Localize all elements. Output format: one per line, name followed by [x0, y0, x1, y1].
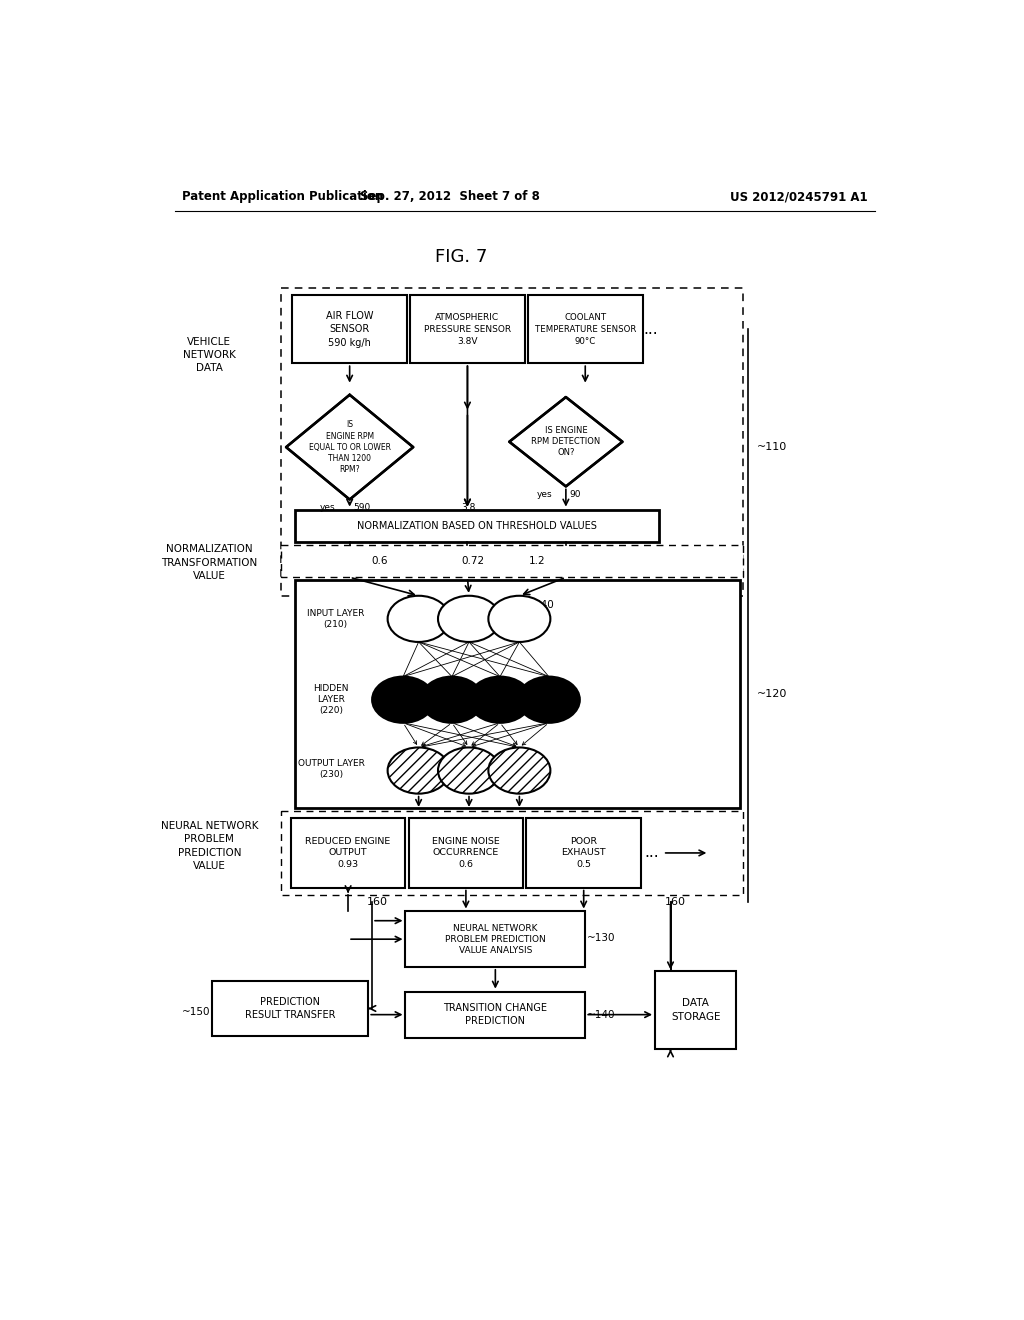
Polygon shape	[282, 545, 742, 577]
Text: COOLANT
TEMPERATURE SENSOR
90°C: COOLANT TEMPERATURE SENSOR 90°C	[535, 313, 636, 346]
Text: 590: 590	[353, 503, 371, 512]
Polygon shape	[282, 288, 742, 595]
Text: OUTPUT LAYER
(230): OUTPUT LAYER (230)	[298, 759, 365, 779]
Text: yes: yes	[537, 490, 552, 499]
Text: IS
ENGINE RPM
EQUAL TO OR LOWER
THAN 1200
RPM?: IS ENGINE RPM EQUAL TO OR LOWER THAN 120…	[308, 421, 390, 474]
Text: ...: ...	[644, 845, 659, 861]
Text: 0.6: 0.6	[372, 556, 388, 566]
Text: 3.8: 3.8	[461, 503, 475, 512]
Text: NEURAL NETWORK
PROBLEM PREDICTION
VALUE ANALYSIS: NEURAL NETWORK PROBLEM PREDICTION VALUE …	[445, 924, 546, 954]
Text: AIR FLOW
SENSOR
590 kg/h: AIR FLOW SENSOR 590 kg/h	[326, 312, 374, 347]
Ellipse shape	[388, 595, 450, 642]
Polygon shape	[291, 818, 406, 887]
Text: ~140: ~140	[587, 1010, 615, 1019]
Polygon shape	[655, 970, 736, 1049]
Text: POOR
EXHAUST
0.5: POOR EXHAUST 0.5	[561, 837, 606, 870]
Ellipse shape	[488, 595, 550, 642]
Ellipse shape	[518, 677, 580, 723]
Polygon shape	[406, 991, 586, 1038]
Polygon shape	[212, 981, 369, 1036]
Ellipse shape	[372, 677, 434, 723]
Text: 1.2: 1.2	[528, 556, 546, 566]
Polygon shape	[410, 296, 524, 363]
Text: NEURAL NETWORK
PROBLEM
PREDICTION
VALUE: NEURAL NETWORK PROBLEM PREDICTION VALUE	[161, 821, 258, 871]
Text: ENGINE NOISE
OCCURRENCE
0.6: ENGINE NOISE OCCURRENCE 0.6	[432, 837, 500, 870]
Text: FIG. 7: FIG. 7	[435, 248, 487, 265]
Polygon shape	[286, 395, 414, 499]
Text: 160: 160	[367, 898, 388, 907]
Text: 0.72: 0.72	[462, 556, 484, 566]
Ellipse shape	[438, 747, 500, 793]
Text: 160: 160	[665, 898, 686, 907]
Text: ~110: ~110	[758, 442, 787, 453]
Text: ~150: ~150	[181, 1007, 210, 1018]
Text: INPUT LAYER
(210): INPUT LAYER (210)	[307, 609, 365, 628]
Text: Patent Application Publication: Patent Application Publication	[182, 190, 384, 203]
Polygon shape	[406, 911, 586, 966]
Text: NORMALIZATION
TRANSFORMATION
VALUE: NORMALIZATION TRANSFORMATION VALUE	[161, 544, 257, 581]
Polygon shape	[295, 510, 658, 543]
Text: US 2012/0245791 A1: US 2012/0245791 A1	[729, 190, 867, 203]
Polygon shape	[528, 296, 643, 363]
Text: 90: 90	[569, 490, 582, 499]
Text: IS ENGINE
RPM DETECTION
ON?: IS ENGINE RPM DETECTION ON?	[531, 426, 600, 457]
Text: ~120: ~120	[758, 689, 787, 698]
Polygon shape	[509, 397, 623, 487]
Text: TRANSITION CHANGE
PREDICTION: TRANSITION CHANGE PREDICTION	[443, 1003, 548, 1026]
Polygon shape	[409, 818, 523, 887]
Ellipse shape	[488, 747, 550, 793]
Ellipse shape	[469, 677, 531, 723]
Text: NORMALIZATION BASED ON THRESHOLD VALUES: NORMALIZATION BASED ON THRESHOLD VALUES	[356, 520, 597, 531]
Polygon shape	[526, 818, 641, 887]
Ellipse shape	[388, 747, 450, 793]
Ellipse shape	[438, 595, 500, 642]
Polygon shape	[282, 812, 742, 895]
Text: yes: yes	[321, 503, 336, 512]
Text: ...: ...	[644, 322, 658, 337]
Text: DATA
STORAGE: DATA STORAGE	[671, 998, 721, 1022]
Text: HIDDEN
LAYER
(220): HIDDEN LAYER (220)	[313, 684, 349, 715]
Text: Sep. 27, 2012  Sheet 7 of 8: Sep. 27, 2012 Sheet 7 of 8	[359, 190, 540, 203]
Text: 240: 240	[535, 601, 554, 610]
Text: VEHICLE
NETWORK
DATA: VEHICLE NETWORK DATA	[183, 337, 236, 374]
Polygon shape	[295, 581, 740, 808]
Text: REDUCED ENGINE
OUTPUT
0.93: REDUCED ENGINE OUTPUT 0.93	[305, 837, 391, 870]
Text: ATMOSPHERIC
PRESSURE SENSOR
3.8V: ATMOSPHERIC PRESSURE SENSOR 3.8V	[424, 313, 511, 346]
Text: PREDICTION
RESULT TRANSFER: PREDICTION RESULT TRANSFER	[245, 998, 335, 1019]
Ellipse shape	[421, 677, 483, 723]
Polygon shape	[292, 296, 407, 363]
Text: ~130: ~130	[587, 933, 615, 942]
